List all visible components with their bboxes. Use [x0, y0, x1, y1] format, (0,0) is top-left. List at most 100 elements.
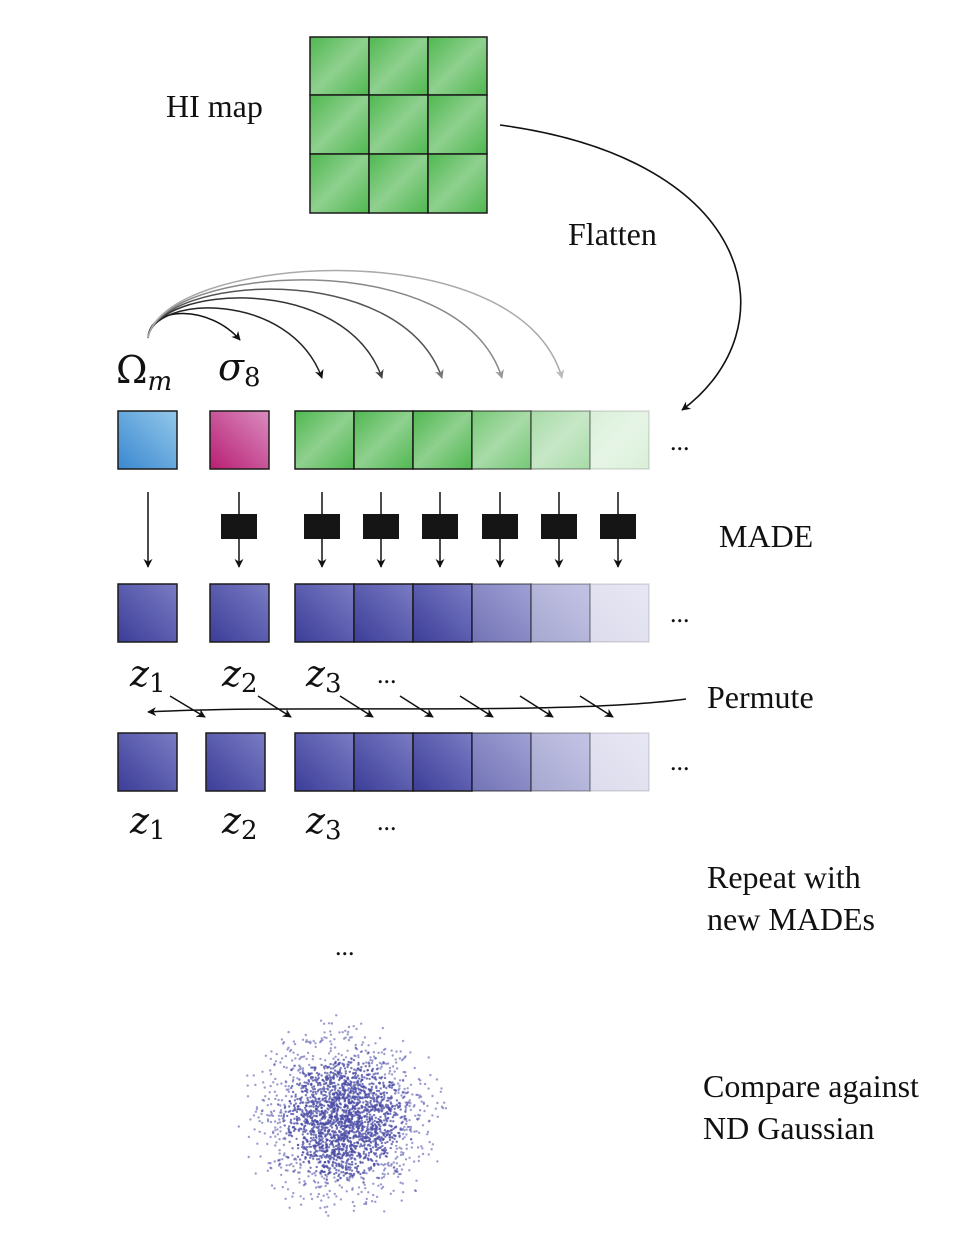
gaussian-point: [386, 1117, 389, 1120]
gaussian-point: [335, 1158, 338, 1162]
gaussian-point: [314, 1066, 317, 1069]
gaussian-point: [301, 1109, 304, 1112]
gaussian-point: [399, 1128, 402, 1131]
gaussian-point: [288, 1206, 291, 1210]
gaussian-point: [330, 1140, 334, 1143]
z-subscript: 3: [325, 816, 342, 846]
gaussian-point: [421, 1147, 424, 1150]
gaussian-point: [374, 1093, 378, 1096]
gaussian-point: [348, 1070, 351, 1074]
gaussian-point: [307, 1112, 310, 1116]
gaussian-point: [416, 1118, 419, 1121]
gaussian-point: [300, 1122, 303, 1126]
gaussian-point: [273, 1090, 277, 1094]
gaussian-point: [354, 1135, 358, 1139]
gaussian-point: [335, 1113, 339, 1116]
gaussian-point: [379, 1067, 382, 1070]
z3-label: z3: [305, 654, 342, 699]
gaussian-point: [263, 1132, 266, 1135]
gaussian-point: [344, 1097, 347, 1101]
gaussian-point: [272, 1109, 276, 1113]
gaussian-point: [320, 1091, 323, 1094]
gaussian-point: [343, 1067, 347, 1070]
gaussian-point: [374, 1072, 377, 1075]
gaussian-point: [380, 1141, 384, 1145]
gaussian-point: [390, 1162, 393, 1166]
gaussian-point: [351, 1174, 354, 1178]
gaussian-point: [341, 1127, 344, 1131]
gaussian-point: [381, 1185, 385, 1189]
gaussian-point: [342, 1063, 346, 1066]
gaussian-point: [302, 1115, 305, 1118]
gaussian-point: [309, 1193, 313, 1196]
gaussian-point: [352, 1110, 355, 1113]
gaussian-point: [391, 1054, 394, 1057]
gaussian-point: [368, 1065, 371, 1068]
gaussian-point: [335, 1124, 338, 1127]
gaussian-point: [295, 1137, 298, 1141]
gaussian-point: [390, 1131, 393, 1135]
gaussian-point: [341, 1114, 344, 1118]
gaussian-point: [337, 1105, 340, 1109]
gaussian-point: [335, 1127, 338, 1131]
conditioning-arrow: [147, 269, 565, 379]
gaussian-point: [409, 1137, 413, 1141]
gaussian-point: [372, 1073, 375, 1076]
gaussian-point: [368, 1105, 371, 1108]
gaussian-point: [298, 1057, 301, 1061]
gaussian-point: [320, 1142, 323, 1145]
gaussian-point: [321, 1117, 324, 1120]
gaussian-point: [363, 1115, 366, 1118]
gaussian-point: [368, 1169, 371, 1172]
gaussian-point: [377, 1051, 380, 1055]
gaussian-point: [304, 1147, 307, 1150]
gaussian-point: [333, 1069, 337, 1072]
gaussian-point: [339, 1198, 343, 1201]
gaussian-point: [353, 1097, 356, 1100]
gaussian-point: [387, 1164, 390, 1168]
made-layer: [143, 492, 636, 568]
gaussian-point: [369, 1096, 372, 1099]
gaussian-point: [369, 1144, 372, 1148]
gaussian-point: [313, 1145, 317, 1148]
gaussian-point: [354, 1162, 357, 1166]
gaussian-point: [333, 1081, 336, 1085]
gaussian-point: [382, 1062, 385, 1065]
gaussian-point: [324, 1121, 328, 1124]
gaussian-point: [361, 1127, 364, 1131]
gaussian-point: [361, 1121, 364, 1124]
permute-arrow: [579, 695, 614, 718]
gaussian-point: [321, 1137, 324, 1140]
gaussian-point: [396, 1170, 399, 1173]
gaussian-point: [307, 1040, 310, 1044]
gaussian-point: [383, 1167, 387, 1170]
gaussian-point: [278, 1149, 281, 1152]
gaussian-point: [352, 1209, 356, 1213]
gaussian-point: [314, 1139, 317, 1142]
gaussian-point: [289, 1134, 293, 1137]
gaussian-point: [328, 1128, 331, 1132]
gaussian-point: [364, 1201, 368, 1204]
gaussian-point: [309, 1166, 312, 1170]
gaussian-point: [375, 1145, 378, 1149]
gaussian-point: [266, 1118, 270, 1121]
gaussian-point: [332, 1057, 335, 1060]
latent-cell: [412, 583, 473, 643]
gaussian-point: [301, 1133, 304, 1136]
gaussian-point: [375, 1089, 379, 1093]
gaussian-point: [384, 1148, 388, 1152]
gaussian-point: [318, 1110, 321, 1113]
sigma-8-label: σ8: [218, 345, 261, 393]
gaussian-point: [392, 1114, 396, 1117]
latent-cell: [294, 732, 355, 792]
gaussian-point: [363, 1143, 366, 1146]
gaussian-point: [358, 1097, 362, 1100]
gaussian-point: [355, 1166, 358, 1169]
gaussian-point: [289, 1073, 292, 1077]
gaussian-point: [413, 1104, 416, 1107]
gaussian-point: [342, 1145, 345, 1148]
gaussian-point: [329, 1033, 333, 1037]
gaussian-point: [272, 1081, 275, 1084]
gaussian-point: [375, 1159, 378, 1163]
gaussian-point: [326, 1072, 329, 1075]
